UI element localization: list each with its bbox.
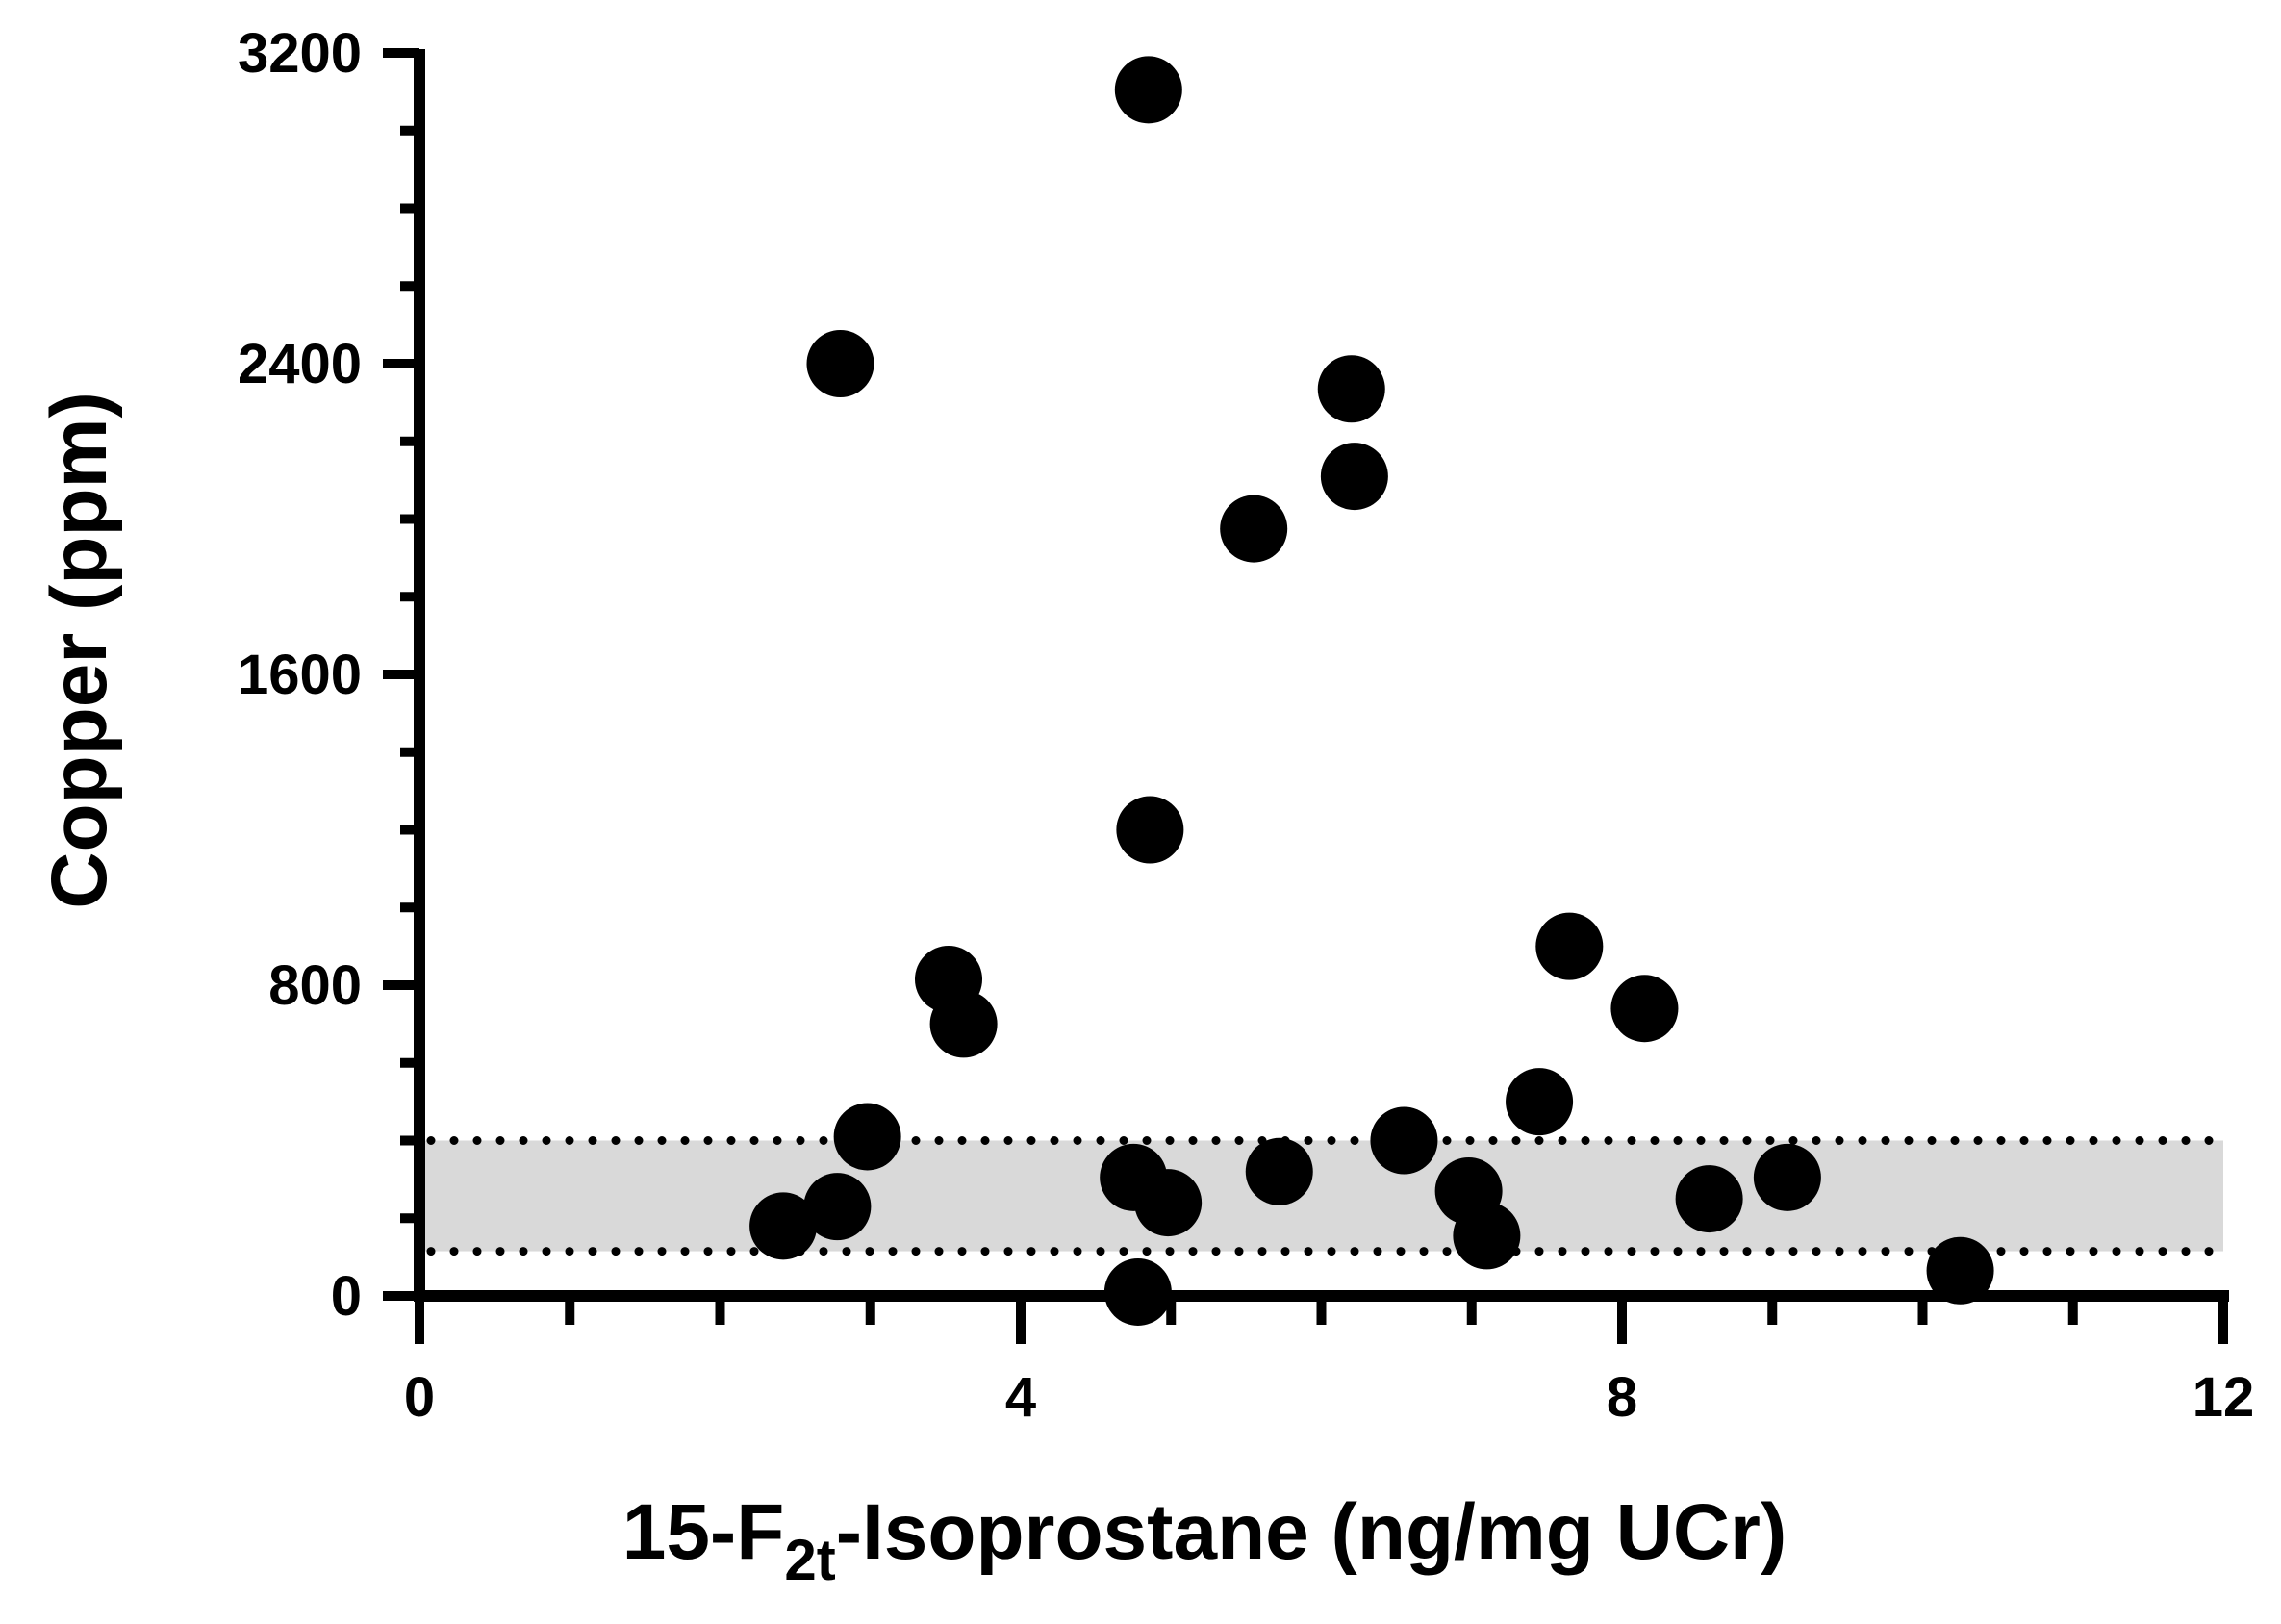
- x-tick-label: 12: [2192, 1366, 2255, 1429]
- y-tick-label: 1600: [238, 644, 362, 706]
- data-point-12: [1220, 495, 1288, 563]
- x-tick-label: 0: [404, 1366, 435, 1429]
- data-point-10: [1116, 796, 1184, 864]
- y-axis-title: Copper (ppm): [36, 392, 123, 908]
- y-axis: 0 800 1600 2400 3200: [238, 22, 425, 1328]
- data-point-15: [1320, 443, 1388, 511]
- data-point-23: [1753, 1143, 1821, 1211]
- data-point-18: [1453, 1202, 1521, 1270]
- data-point-16: [1370, 1106, 1438, 1175]
- data-point-11: [1134, 1169, 1203, 1237]
- y-tick-label: 0: [331, 1265, 362, 1328]
- data-point-3: [806, 330, 874, 397]
- data-points: [749, 56, 1994, 1326]
- data-point-22: [1675, 1165, 1743, 1233]
- data-point-6: [929, 990, 998, 1058]
- x-axis-title: 15-F2t-Isoprostane (ng/mg UCr): [622, 1488, 1787, 1592]
- data-point-20: [1535, 912, 1604, 980]
- data-point-9: [1114, 56, 1182, 124]
- y-tick-label: 3200: [238, 22, 362, 85]
- x-axis-title-subscript: 2t: [784, 1528, 835, 1592]
- data-point-4: [833, 1103, 901, 1171]
- data-point-14: [1317, 355, 1385, 423]
- y-tick-label: 2400: [238, 333, 362, 395]
- x-axis: 0 4 8 12: [404, 1290, 2255, 1429]
- x-axis-title-rest: -Isoprostane (ng/mg UCr): [836, 1488, 1787, 1576]
- data-point-13: [1245, 1137, 1313, 1205]
- data-point-19: [1506, 1068, 1574, 1136]
- x-tick-label: 4: [1005, 1366, 1036, 1429]
- y-tick-label: 800: [268, 954, 362, 1017]
- x-axis-title-main: 15-F: [622, 1488, 785, 1576]
- reference-band: [419, 1140, 2223, 1252]
- x-tick-label: 8: [1607, 1366, 1637, 1429]
- data-point-21: [1610, 975, 1679, 1043]
- data-point-2: [803, 1173, 872, 1241]
- data-point-1: [749, 1192, 818, 1260]
- data-point-24: [1926, 1236, 1994, 1305]
